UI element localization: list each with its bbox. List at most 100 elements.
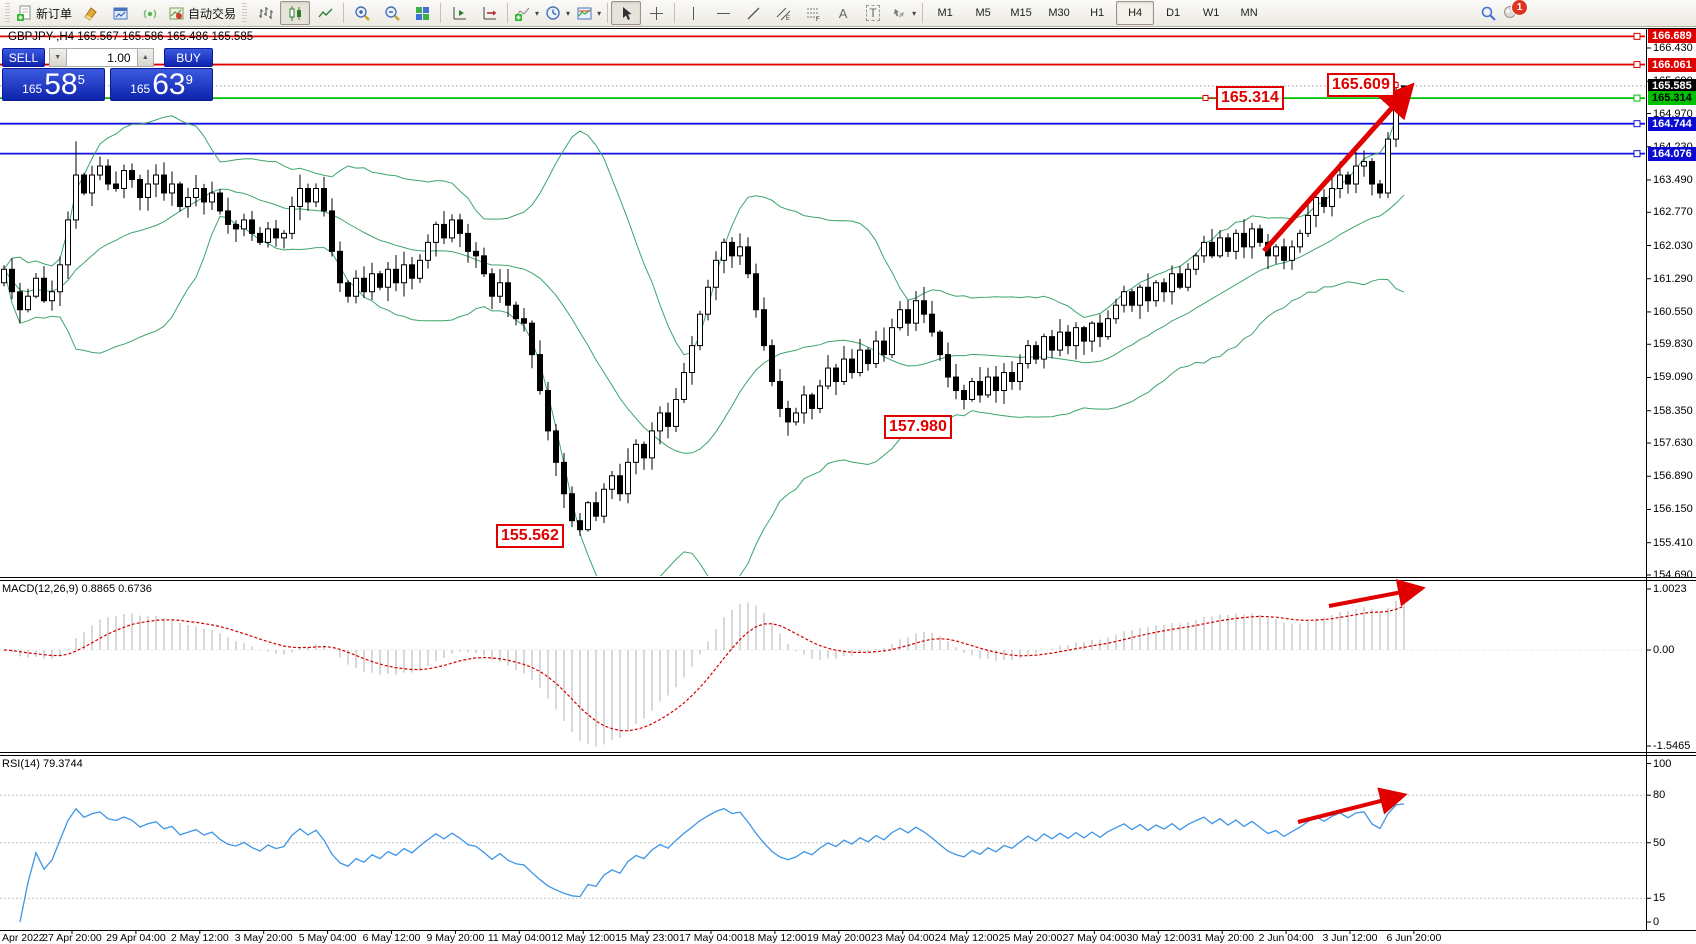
vertical-line-tool-button[interactable] [678, 1, 708, 25]
periods-button[interactable]: ▾ [542, 1, 573, 25]
time-axis-label: 27 Apr 20:00 [42, 932, 102, 944]
timeframe-button-W1[interactable]: W1 [1202, 7, 1220, 19]
chart-shift-button[interactable] [444, 1, 474, 25]
price-annotation[interactable]: 157.980 [884, 415, 952, 439]
auto-trading-icon [169, 7, 184, 19]
search-icon[interactable] [1480, 5, 1497, 22]
fibonacci-tool-button[interactable]: F [798, 1, 828, 25]
price-axis-tick: 157.630 [1653, 437, 1693, 450]
templates-button[interactable]: ▾ [573, 1, 604, 25]
symbol-ohlc-title: GBPJPY-,H4 165.567 165.586 165.486 165.5… [8, 31, 254, 43]
price-axis-tick: 164.970 [1653, 107, 1693, 120]
equidistant-channel-tool-button[interactable]: E [768, 1, 798, 25]
horizontal-line-icon [716, 12, 730, 14]
volume-increase-button[interactable]: ▲ [136, 48, 155, 67]
trendline-tool-button[interactable] [738, 1, 768, 25]
bollinger-bands [3, 98, 1405, 576]
horizontal-line-tool-button[interactable] [708, 1, 738, 25]
level-line-handle[interactable] [1633, 32, 1641, 40]
level-line-handle[interactable] [1633, 120, 1641, 128]
time-axis-label: 15 May 23:00 [615, 932, 679, 944]
sell-price-button[interactable]: 165 58 5 [2, 68, 105, 101]
buy-price-button[interactable]: 165 63 9 [110, 68, 213, 101]
trend-arrow-main[interactable] [1262, 82, 1415, 253]
svg-text:E: E [786, 16, 790, 22]
toolbar-separator [507, 3, 509, 23]
rsi-axis-tick: 80 [1653, 789, 1666, 802]
timeframe-button-H4[interactable]: H4 [1116, 1, 1155, 25]
eraser-button[interactable] [75, 1, 105, 25]
zoom-out-button[interactable] [377, 1, 407, 25]
line-chart-icon [317, 8, 333, 17]
new-order-button[interactable]: 新订单 [13, 1, 75, 25]
price-axis-badge: 164.744 [1648, 116, 1696, 131]
text-tool-button[interactable]: A [828, 1, 858, 25]
level-line-handle[interactable] [1633, 61, 1641, 69]
equidistant-channel-icon: E [776, 7, 790, 22]
line-chart-button[interactable] [310, 1, 340, 25]
auto-scroll-button[interactable] [474, 1, 504, 25]
chart-shift-icon [453, 6, 466, 19]
cursor-tool-button[interactable] [611, 1, 642, 25]
dropdown-caret-icon: ▾ [535, 8, 540, 18]
auto-trading-button[interactable]: 自动交易 [165, 1, 239, 25]
level-line-handle[interactable] [1633, 150, 1641, 158]
auto-scroll-icon [483, 6, 497, 19]
price-annotation[interactable]: 165.609 [1327, 73, 1395, 97]
time-axis-label: 17 May 04:00 [679, 932, 743, 944]
timeframe-button-M1[interactable]: M1 [937, 7, 953, 19]
dropdown-caret-icon: ▾ [597, 8, 602, 18]
volume-decrease-button[interactable]: ▼ [48, 48, 67, 67]
level-line-handle[interactable] [1633, 94, 1641, 102]
price-annotation[interactable]: 155.562 [496, 524, 564, 548]
arrows-tool-button[interactable]: ▾ [888, 1, 919, 25]
price-axis-tick: 154.690 [1653, 569, 1693, 581]
trend-arrow-macd[interactable] [1328, 579, 1426, 608]
price-axis-badge: 166.689 [1648, 29, 1696, 44]
timeframe-button-M15[interactable]: M15 [1010, 7, 1032, 19]
toolbar-separator [674, 3, 676, 23]
fibonacci-icon: F [806, 8, 820, 22]
arrows-tool-icon [893, 8, 905, 18]
tile-windows-button[interactable] [407, 1, 437, 25]
price-annotation[interactable]: 165.314 [1216, 86, 1284, 110]
buy-button[interactable]: BUY [164, 48, 213, 67]
trend-arrows [1202, 82, 1426, 824]
bar-chart-button[interactable] [250, 1, 280, 25]
toolbar-grip[interactable] [5, 3, 10, 23]
candlestick-chart-button[interactable] [280, 1, 311, 25]
zoom-in-button[interactable] [347, 1, 377, 25]
timeframe-button-M30[interactable]: M30 [1048, 7, 1070, 19]
buy-price-prefix: 165 [130, 82, 151, 96]
market-watch-button[interactable] [105, 1, 135, 25]
timeframe-button-H1[interactable]: H1 [1090, 7, 1105, 19]
price-axis-tick: 162.030 [1653, 239, 1693, 252]
crosshair-icon [649, 6, 663, 20]
candlestick-chart-icon [289, 5, 301, 21]
crosshair-tool-button[interactable] [641, 1, 671, 25]
indicators-button[interactable]: ▾ [511, 1, 542, 25]
toolbar-separator [440, 3, 442, 23]
notifications-button[interactable]: 1 [1503, 0, 1528, 24]
broadcast-button[interactable] [135, 1, 165, 25]
timeframe-button-MN[interactable]: MN [1240, 7, 1258, 19]
time-axis-label: 27 May 04:00 [1062, 932, 1127, 944]
text-label-tool-button[interactable]: T [858, 1, 888, 25]
rsi-axis-tick: 50 [1653, 836, 1666, 849]
timeframe-button-D1[interactable]: D1 [1166, 7, 1181, 19]
toolbar-separator [343, 3, 345, 23]
timeframe-button-M5[interactable]: M5 [975, 7, 991, 19]
sell-button[interactable]: SELL [2, 48, 45, 67]
tile-windows-icon [415, 6, 429, 20]
toolbar-grip[interactable] [242, 3, 248, 23]
time-axis-label: 2 May 12:00 [170, 932, 229, 944]
new-order-label: 新订单 [36, 6, 73, 21]
dropdown-caret-icon: ▾ [566, 8, 571, 18]
trend-arrow-rsi[interactable] [1297, 787, 1408, 824]
panel-frames [0, 28, 1696, 931]
macd-axis-tick: 0.00 [1653, 644, 1675, 656]
auto-trading-label: 自动交易 [188, 6, 237, 21]
volume-input[interactable] [66, 48, 137, 67]
text-tool-icon: A [838, 5, 848, 21]
